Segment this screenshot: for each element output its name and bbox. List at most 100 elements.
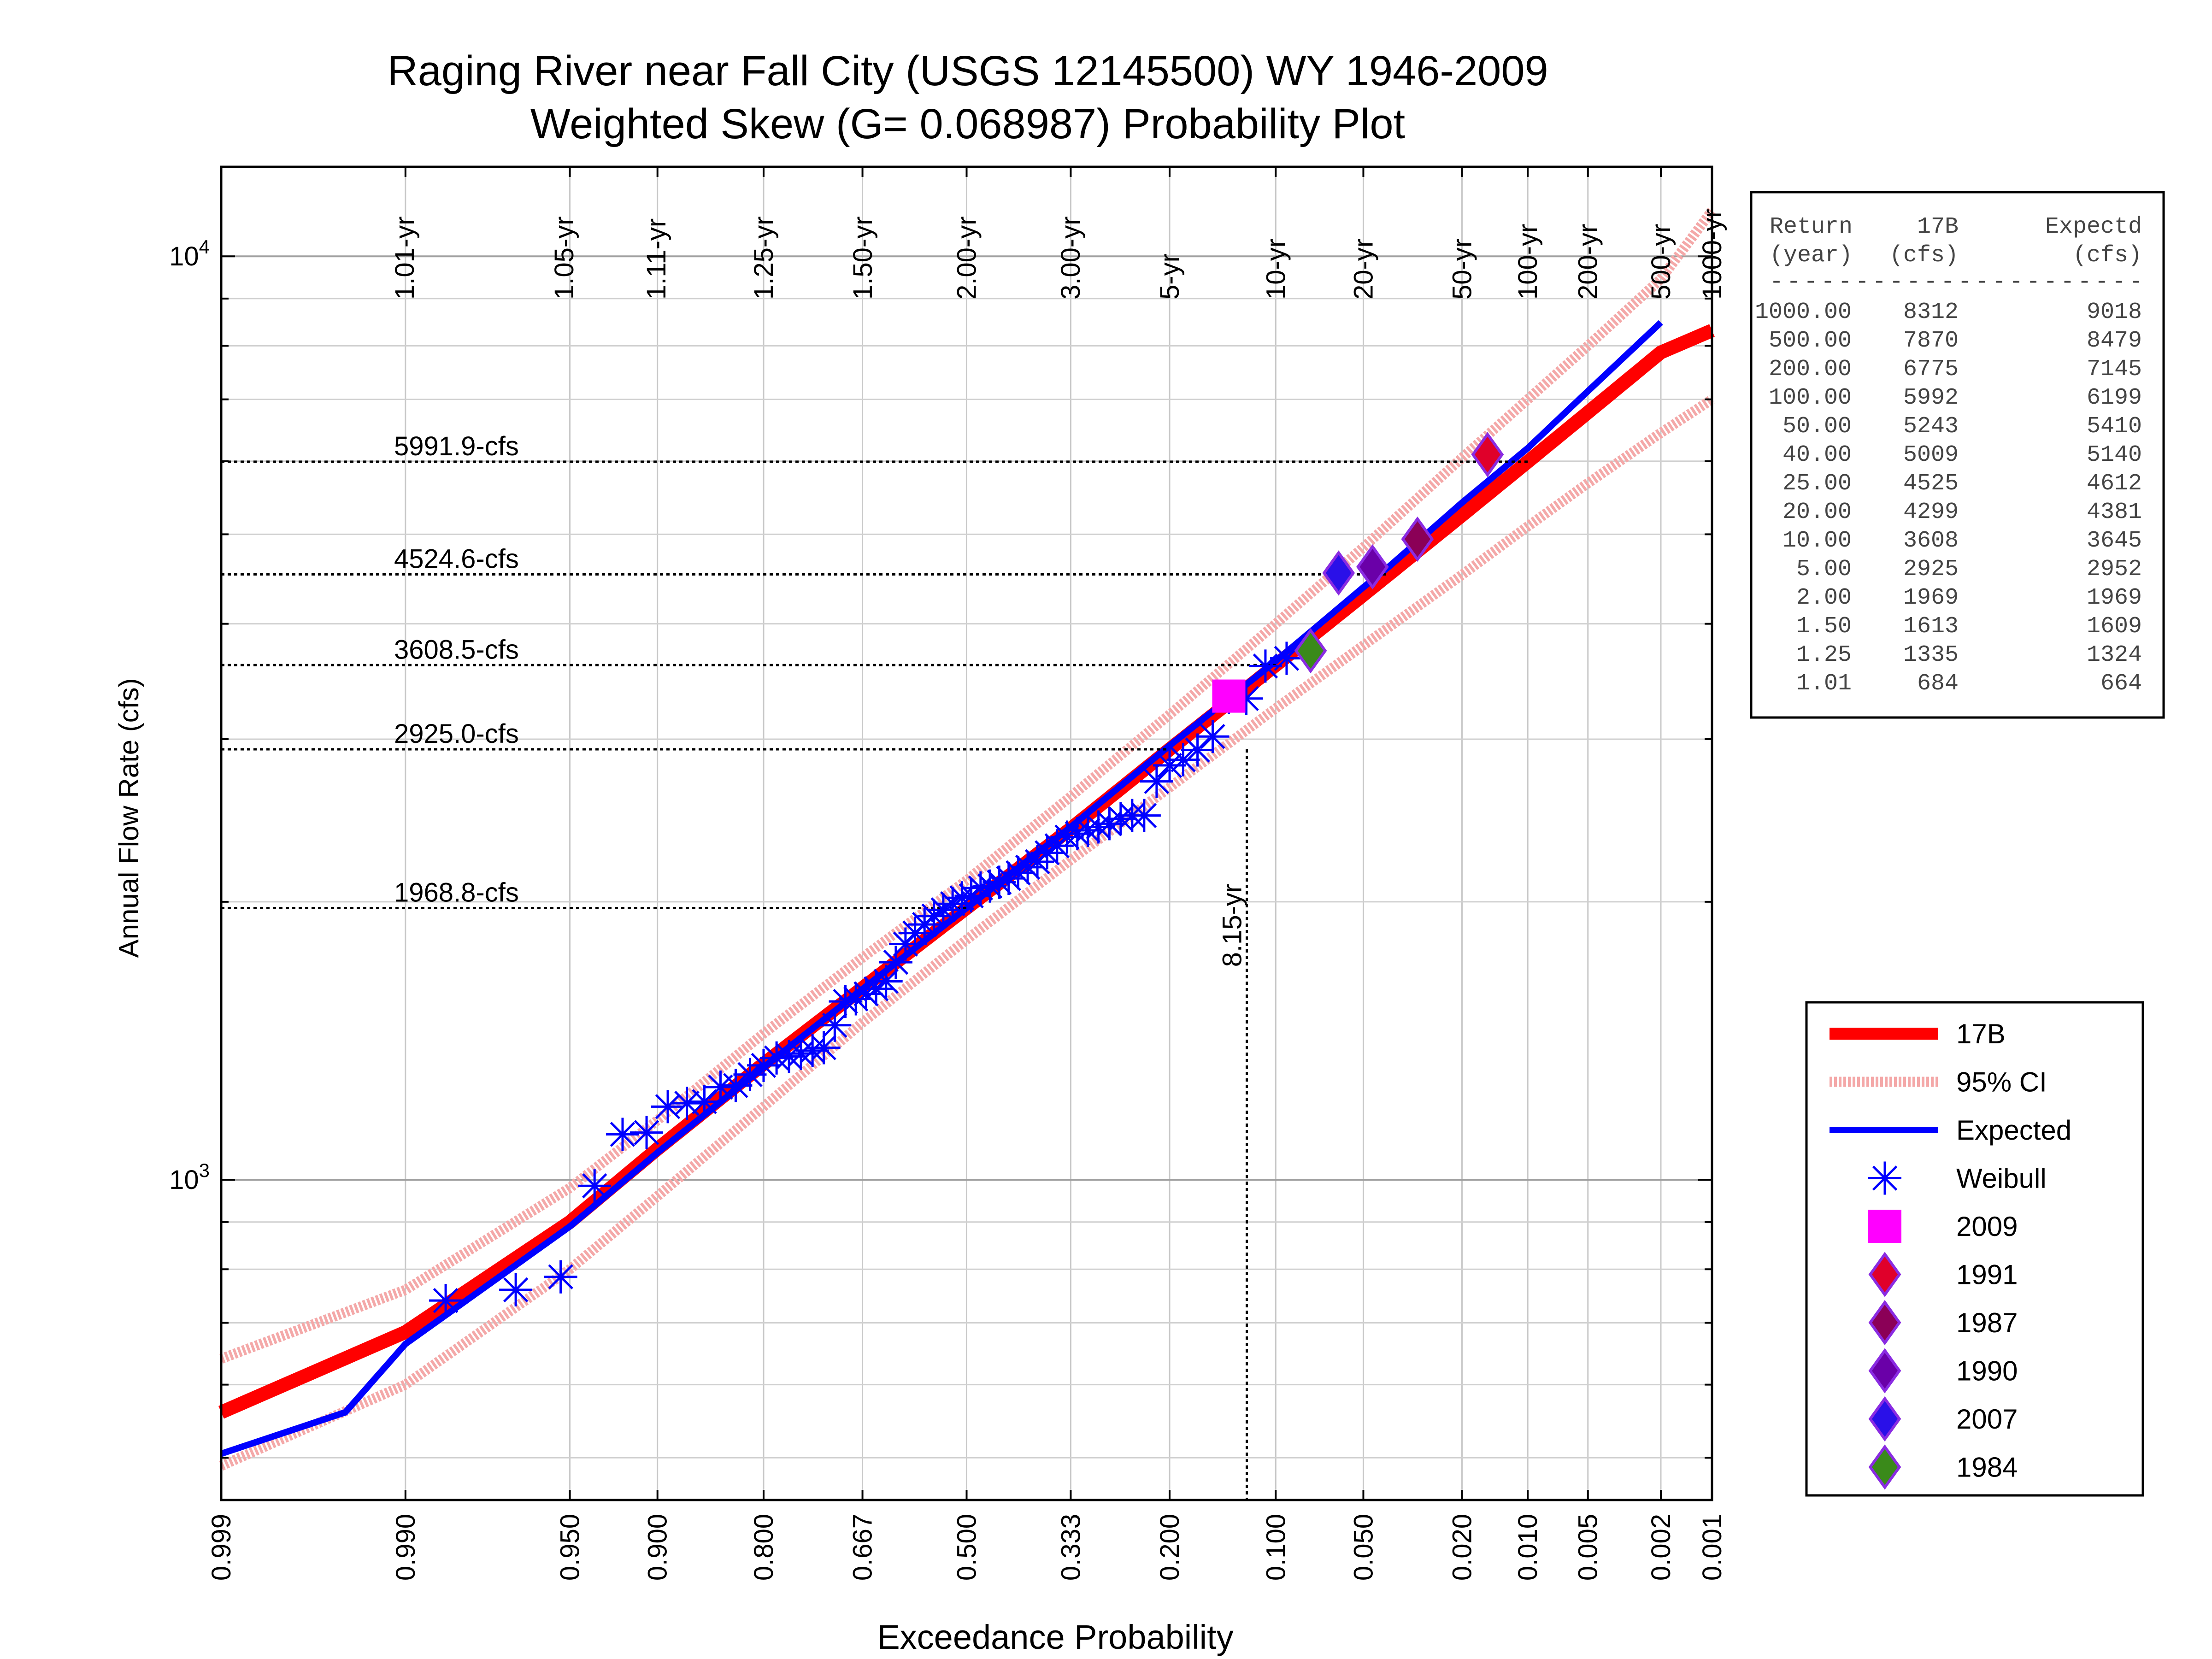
table-cell: 3608 bbox=[1903, 528, 1959, 554]
weibull-point bbox=[869, 965, 903, 998]
legend-label: 2009 bbox=[1956, 1211, 2018, 1242]
return-period-label: 2.00-yr bbox=[952, 216, 982, 300]
weibull-point bbox=[606, 1118, 639, 1151]
table-cell: 3645 bbox=[2087, 528, 2142, 554]
ci-upper-line bbox=[219, 207, 1716, 1364]
table-cell: 5009 bbox=[1903, 442, 1959, 468]
point-2009 bbox=[1212, 679, 1246, 713]
return-period-table: Return 17B Expectd(year) (cfs) (cfs)--------… bbox=[1750, 191, 2165, 719]
table-cell: 4299 bbox=[1903, 499, 1959, 525]
weibull-point bbox=[499, 1273, 533, 1306]
return-period-label: 5-yr bbox=[1155, 253, 1185, 300]
x-tick-label: 0.200 bbox=[1155, 1514, 1185, 1581]
return-period-label: 50-yr bbox=[1447, 239, 1477, 300]
table-cell: 6199 bbox=[2087, 385, 2142, 411]
legend-swatch bbox=[1868, 1252, 1901, 1297]
asterisk-stroke bbox=[610, 1122, 635, 1147]
return-period-label: 10-yr bbox=[1261, 239, 1291, 300]
weibull-point bbox=[1196, 720, 1230, 753]
ci-lower-line bbox=[219, 395, 1715, 1471]
legend-swatch bbox=[1868, 1396, 1901, 1442]
table-header-cell: Expectd bbox=[2045, 214, 2142, 240]
table-cell: 100.00 bbox=[1769, 385, 1852, 411]
weibull-point bbox=[1127, 799, 1161, 832]
legend-label: 1984 bbox=[1956, 1452, 2018, 1483]
asterisk-stroke bbox=[674, 1090, 700, 1116]
asterisk-stroke bbox=[811, 1035, 836, 1060]
table-cell: 1.25 bbox=[1796, 642, 1852, 668]
table-cell: 5410 bbox=[2087, 413, 2142, 440]
asterisk-stroke bbox=[1185, 737, 1210, 763]
table-cell: 10.00 bbox=[1783, 528, 1852, 554]
weibull-point bbox=[544, 1260, 577, 1294]
table-cell: 8312 bbox=[1903, 299, 1959, 325]
asterisk-stroke bbox=[548, 1264, 573, 1289]
weibull-points bbox=[429, 641, 1303, 1318]
weibull-point bbox=[1001, 856, 1035, 889]
x-tick-label: 0.050 bbox=[1348, 1514, 1378, 1581]
legend-label: 1987 bbox=[1956, 1307, 2018, 1338]
point-1990 bbox=[1356, 544, 1389, 590]
vertical-marker-label: 8.15-yr bbox=[1218, 884, 1247, 967]
table-cell: 25.00 bbox=[1783, 471, 1852, 497]
weibull-point bbox=[630, 1116, 664, 1149]
asterisk-stroke bbox=[723, 1073, 748, 1098]
reference-label: 4524.6-cfs bbox=[394, 544, 519, 574]
grid bbox=[220, 167, 1713, 1500]
table-cell: 8479 bbox=[2087, 328, 2142, 354]
asterisk-stroke bbox=[968, 875, 994, 901]
table-cell: 1.01 bbox=[1796, 671, 1852, 697]
x-tick-label: 0.900 bbox=[643, 1514, 673, 1581]
legend-swatch bbox=[1868, 1348, 1901, 1394]
asterisk-stroke bbox=[987, 870, 1012, 895]
return-period-label: 1.11-yr bbox=[641, 218, 671, 300]
x-tick-label: 0.333 bbox=[1056, 1514, 1086, 1581]
point-1984 bbox=[1294, 628, 1327, 674]
point-1987 bbox=[1401, 516, 1434, 562]
table-cell: 50.00 bbox=[1783, 413, 1852, 440]
reference-label: 2925.0-cfs bbox=[394, 719, 519, 749]
legend-label: 2007 bbox=[1956, 1404, 2018, 1435]
weibull-point bbox=[733, 1058, 767, 1091]
legend-swatch bbox=[1868, 1210, 1901, 1243]
asterisk-stroke bbox=[822, 1012, 847, 1038]
point-2007 bbox=[1322, 550, 1355, 596]
table-header-cell: 17B bbox=[1917, 214, 1959, 240]
x-tick-label: 0.005 bbox=[1573, 1514, 1603, 1581]
x-tick-label: 0.667 bbox=[848, 1514, 878, 1581]
table-cell: 200.00 bbox=[1769, 356, 1852, 382]
return-period-label: 1.01-yr bbox=[390, 216, 420, 300]
y-tick-label: 104 bbox=[169, 236, 210, 271]
asterisk-stroke bbox=[1274, 646, 1300, 671]
table-cell: 4381 bbox=[2087, 499, 2142, 525]
return-period-label: 20-yr bbox=[1348, 239, 1378, 300]
weibull-point bbox=[1868, 1161, 1901, 1195]
asterisk-stroke bbox=[883, 949, 909, 975]
asterisk-stroke bbox=[634, 1120, 659, 1145]
return-period-label: 200-yr bbox=[1573, 224, 1603, 300]
asterisk-stroke bbox=[582, 1173, 607, 1199]
return-period-label: 1.05-yr bbox=[549, 216, 579, 300]
table-cell: 5140 bbox=[2087, 442, 2142, 468]
table-cell: 5992 bbox=[1903, 385, 1959, 411]
table-frame bbox=[1750, 191, 2165, 719]
x-tick-label: 0.950 bbox=[555, 1514, 585, 1581]
weibull-point bbox=[429, 1284, 463, 1318]
asterisk-stroke bbox=[1171, 747, 1196, 772]
table-cell: 2.00 bbox=[1796, 585, 1852, 611]
asterisk-stroke bbox=[1200, 724, 1225, 749]
table-cell: 20.00 bbox=[1783, 499, 1852, 525]
table-cell: 1613 bbox=[1903, 613, 1959, 640]
plot-area: 5991.9-cfs 4524.6-cfs 3608.5-cfs 2925.0-cfs… bbox=[169, 165, 1727, 1581]
asterisk-stroke bbox=[764, 1045, 789, 1071]
legend-label: 1990 bbox=[1956, 1356, 2018, 1387]
weibull-point bbox=[1011, 850, 1045, 884]
weibull-point bbox=[1140, 765, 1173, 798]
legend-label: 95% CI bbox=[1956, 1067, 2047, 1098]
legend-label: 17B bbox=[1956, 1018, 2006, 1049]
table-cell: 40.00 bbox=[1783, 442, 1852, 468]
return-period-label: 3.00-yr bbox=[1056, 216, 1086, 300]
asterisk-stroke bbox=[873, 969, 899, 994]
weibull-point bbox=[818, 1008, 852, 1042]
return-period-label: 1.25-yr bbox=[749, 216, 779, 300]
